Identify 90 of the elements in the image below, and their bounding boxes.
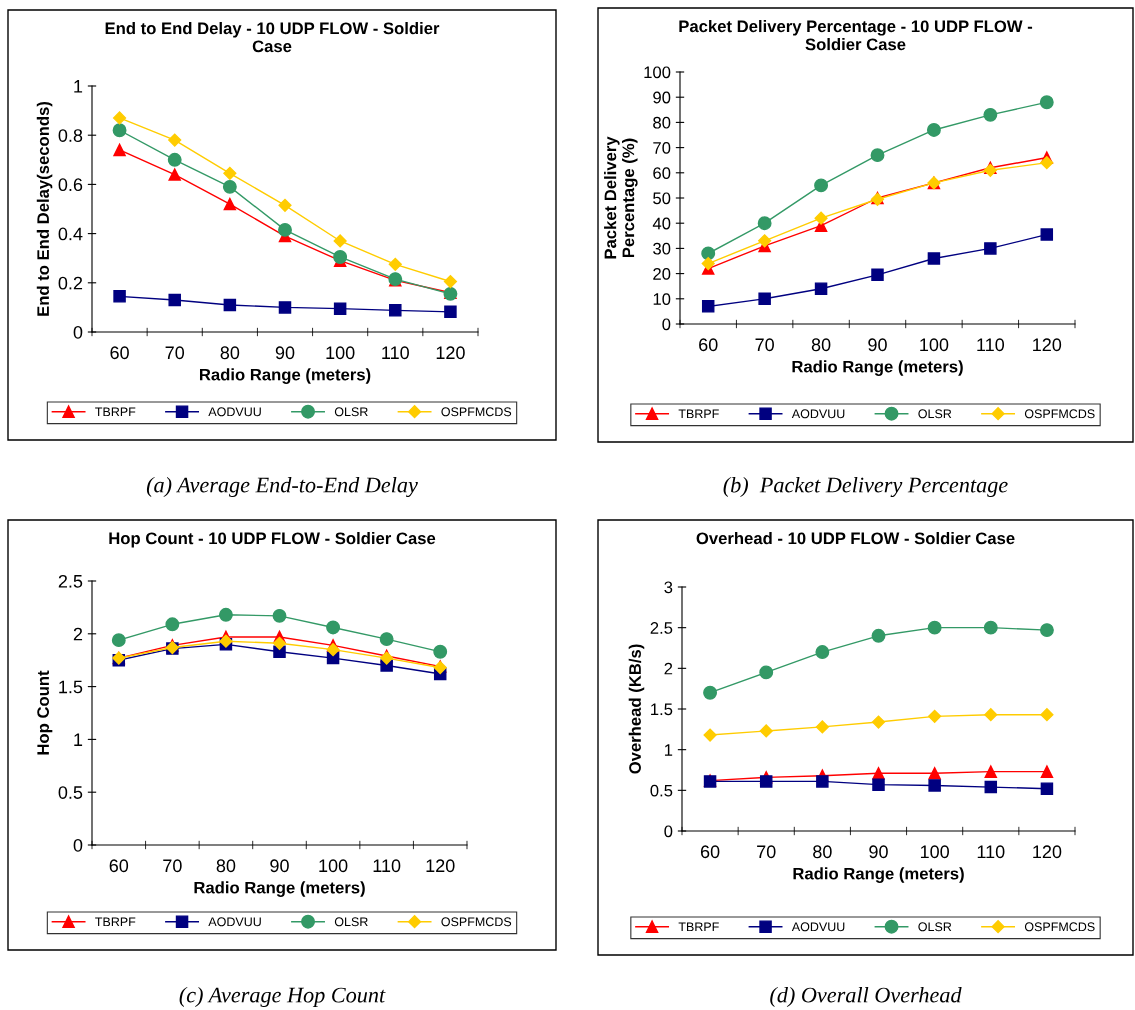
y-tick-label: 0.5 [58,786,83,799]
x-tick-label: 110 [977,338,1005,352]
y-tick-label: 0.6 [58,178,83,192]
y-tick-label: 0.2 [58,276,83,290]
legend-label: OSPFMCDS [441,407,512,417]
y-tick-label: 1 [74,733,83,746]
y-tick-label: 20 [653,268,671,280]
y-tick-label: 60 [653,167,671,179]
x-tick-label: 60 [699,338,718,352]
y-tick-label: 3 [664,581,673,594]
y-tick-label: 100 [644,66,671,79]
chart-title: Overhead - 10 UDP FLOW - Soldier Case [696,532,1015,545]
y-tick-label: 0.4 [58,227,83,241]
y-tick-label: 2 [73,627,83,641]
x-tick-label: 80 [216,859,236,873]
x-tick-label: 90 [868,338,887,352]
legend-label: AODVUU [791,409,845,419]
x-tick-label: 100 [319,859,348,873]
y-tick-label: 1.5 [651,703,673,716]
x-tick-label: 100 [920,845,949,859]
y-tick-label: 2 [664,662,673,675]
x-tick-label: 70 [165,346,185,360]
chart-title: End to End Delay - 10 UDP FLOW - Soldier Case [105,22,440,53]
y-tick-label: 0 [662,318,671,331]
y-tick-label: 50 [653,192,671,205]
text: (d) Overall Overhead [770,986,962,1008]
y-tick-label: 0 [73,325,83,339]
text: (b) Packet Delivery Percentage [723,476,1008,498]
y-tick-label: 1 [74,80,83,93]
legend-label: OLSR [918,409,952,419]
y-axis-title: Overhead (KB/s) [628,644,645,774]
x-tick-label: 80 [811,338,831,352]
x-axis-title: Radio Range (meters) [792,360,963,376]
x-tick-label: 110 [382,346,409,360]
x-tick-label: 90 [275,346,295,360]
text: (a) Average End-to-End Delay [146,476,418,498]
x-tick-label: 120 [1033,845,1062,859]
y-tick-label: 0 [664,825,673,838]
x-tick-label: 100 [326,346,355,360]
x-tick-label: 120 [1033,338,1062,352]
legend-label: AODVUU [208,407,261,417]
y-tick-label: 40 [652,217,671,230]
x-tick-label: 80 [220,346,240,360]
y-tick-label: 1 [664,744,673,756]
y-tick-label: 80 [653,116,671,129]
y-tick-label: 2.5 [58,574,83,588]
x-tick-label: 70 [755,338,774,352]
y-axis-title: Hop Count [37,670,53,755]
legend-label: AODVUU [208,917,261,927]
x-tick-label: 60 [109,859,129,873]
x-tick-label: 90 [869,845,888,859]
x-tick-label: 120 [436,346,465,360]
legend-label: OSPFMCDS [1024,922,1095,932]
y-tick-label: 0.5 [650,784,673,797]
y-tick-label: 2.5 [650,622,673,634]
legend-label: OLSR [918,922,952,932]
legend-label: AODVUU [791,922,845,932]
y-tick-label: 0.8 [58,129,83,142]
legend-label: OLSR [334,407,368,417]
legend-label: TBRPF [95,407,136,417]
x-tick-label: 110 [373,859,401,873]
legend-label: TBRPF [95,917,136,927]
x-tick-label: 70 [757,845,776,859]
y-axis-title: End to End Delay(seconds) [36,101,53,316]
chart-title: Hop Count - 10 UDP FLOW - Soldier Case [109,532,436,548]
y-tick-label: 10 [653,293,671,305]
y-tick-label: 0 [73,838,83,852]
legend-label: TBRPF [678,922,719,932]
y-tick-label: 30 [653,242,671,255]
chart-title: Packet Delivery Percentage - 10 UDP FLOW - Soldier Case [679,20,1033,51]
y-axis-title: Packet Delivery Percentage (%) [604,136,638,259]
x-axis-title: Radio Range (meters) [194,881,365,897]
x-axis-title: Radio Range (meters) [199,368,371,384]
text: (c) Average Hop Count [179,986,386,1008]
x-tick-label: 80 [813,845,832,859]
y-tick-label: 90 [653,91,671,104]
legend-label: OLSR [334,917,368,927]
y-tick-label: 70 [653,142,671,154]
x-tick-label: 90 [270,859,289,873]
y-tick-label: 1.5 [59,680,83,694]
x-axis-title: Radio Range (meters) [793,867,964,883]
x-tick-label: 110 [977,845,1005,859]
legend-label: OSPFMCDS [441,917,512,927]
x-tick-label: 60 [700,845,720,859]
x-tick-label: 60 [110,346,129,360]
x-tick-label: 70 [163,859,182,873]
x-tick-label: 100 [920,338,949,352]
x-tick-label: 120 [426,859,455,873]
legend-label: TBRPF [678,409,719,419]
legend-label: OSPFMCDS [1024,409,1095,419]
